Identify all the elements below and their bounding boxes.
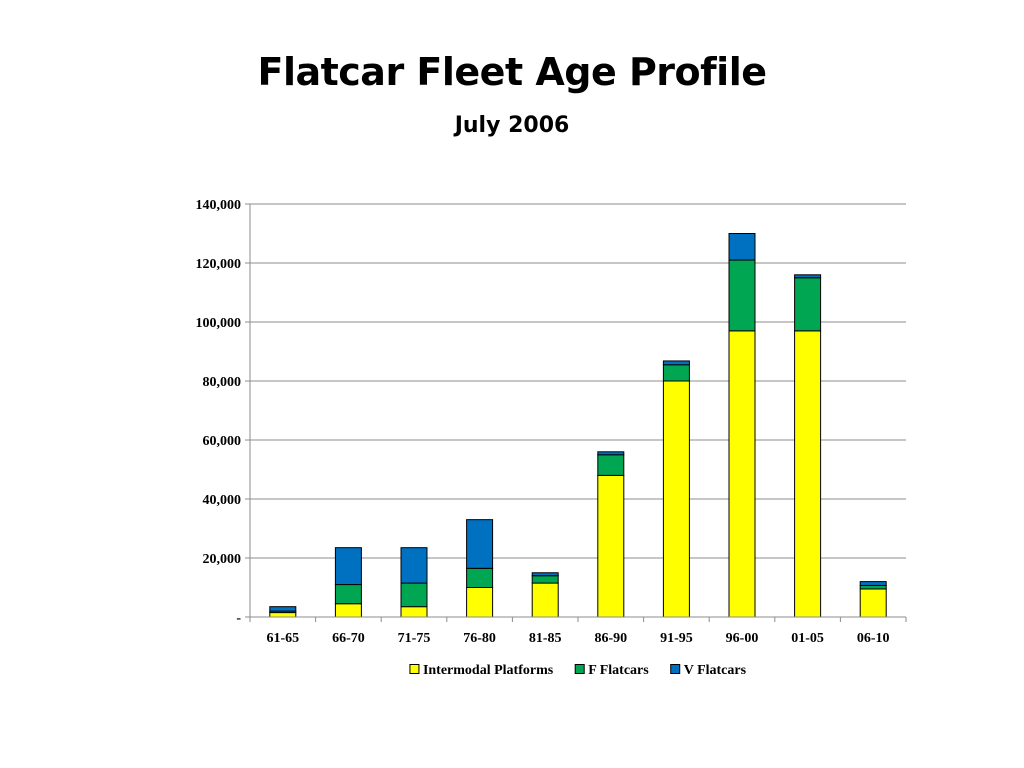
y-tick-label: 140,000	[196, 198, 242, 213]
bar-segment-1	[400, 606, 428, 618]
bar-segment-3	[269, 606, 297, 612]
x-tick-label: 01-05	[791, 631, 824, 646]
bar-segment-2	[794, 277, 822, 332]
bar-segment-2	[334, 584, 362, 605]
bars	[269, 233, 887, 618]
x-tick-label: 81-85	[529, 631, 562, 646]
legend-label: Intermodal Platforms	[423, 663, 554, 678]
x-tick-label: 76-80	[463, 631, 496, 646]
slide-subtitle: July 2006	[454, 113, 570, 138]
bar-segment-1	[728, 330, 756, 618]
legend-swatch	[574, 664, 585, 674]
bar-segment-2	[662, 364, 690, 382]
bar-segment-3	[400, 547, 428, 584]
legend-swatch	[670, 664, 681, 674]
bar-segment-2	[728, 259, 756, 332]
x-tick-label: 91-95	[660, 631, 693, 646]
bar-segment-2	[859, 584, 887, 590]
bar-segment-1	[794, 330, 822, 618]
y-tick-label: 80,000	[203, 375, 242, 390]
x-tick-label: 86-90	[594, 631, 627, 646]
x-tick-label: 71-75	[398, 631, 431, 646]
y-tick-label: 40,000	[203, 493, 242, 508]
bar-segment-2	[466, 567, 494, 589]
bar-segment-3	[728, 233, 756, 261]
legend-label: F Flatcars	[588, 663, 649, 678]
legend-swatch	[409, 664, 420, 674]
x-tick-label: 06-10	[857, 631, 890, 646]
legend: Intermodal Platforms F Flatcars V Flatcars	[409, 663, 747, 678]
bar-segment-3	[531, 572, 559, 577]
bar-segment-3	[662, 360, 690, 366]
bar-segment-1	[466, 587, 494, 618]
bar-segment-2	[597, 454, 625, 476]
bar-segment-2	[531, 575, 559, 584]
bar-segment-1	[269, 612, 297, 618]
bar-segment-3	[597, 451, 625, 456]
axes: - 20,000 40,000 60,000 80,000 100,000 120,000 1…	[196, 198, 907, 646]
bar-segment-3	[794, 274, 822, 279]
bar-segment-1	[662, 380, 690, 618]
x-tick-label: 96-00	[726, 631, 759, 646]
x-tick-label: 66-70	[332, 631, 365, 646]
bar-segment-3	[466, 519, 494, 569]
bar-segment-3	[334, 547, 362, 586]
bar-segment-1	[531, 582, 559, 618]
bar-segment-1	[334, 603, 362, 618]
x-tick-label: 61-65	[266, 631, 299, 646]
y-tick-label: 100,000	[196, 316, 242, 331]
slide-title: Flatcar Fleet Age Profile	[257, 50, 767, 94]
bar-segment-1	[597, 474, 625, 618]
y-tick-label: 120,000	[196, 257, 242, 272]
bar-segment-1	[859, 588, 887, 618]
bar-segment-3	[859, 581, 887, 586]
y-tick-label: 60,000	[203, 434, 242, 449]
y-tick-label: 20,000	[203, 552, 242, 567]
legend-label: V Flatcars	[684, 663, 747, 678]
y-tick-label: -	[236, 611, 241, 626]
bar-segment-2	[400, 582, 428, 608]
